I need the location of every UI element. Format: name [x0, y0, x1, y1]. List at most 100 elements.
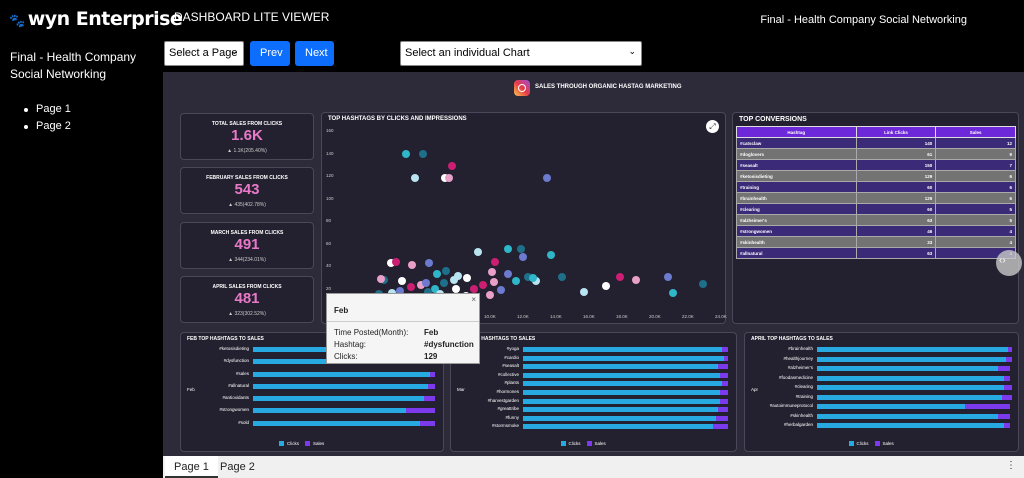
sidebar-page-1[interactable]: Page 1: [24, 101, 71, 118]
scatter-point[interactable]: [547, 251, 555, 259]
scatter-point[interactable]: [543, 174, 551, 182]
clicks-bar[interactable]: [253, 371, 430, 377]
sales-bar[interactable]: [427, 383, 436, 389]
sales-bar[interactable]: [424, 396, 436, 402]
scatter-point[interactable]: [445, 174, 453, 182]
sales-bar[interactable]: [405, 408, 436, 414]
table-row[interactable]: #training 60 6: [736, 181, 1016, 193]
scatter-point[interactable]: [479, 281, 487, 289]
sales-bar[interactable]: [1008, 347, 1012, 352]
scatter-point[interactable]: [442, 267, 450, 275]
clicks-bar[interactable]: [253, 383, 428, 389]
next-button[interactable]: Next: [295, 41, 334, 66]
clicks-bar[interactable]: [253, 396, 425, 402]
table-row[interactable]: #seasalt 150 7: [736, 159, 1016, 171]
clicks-bar[interactable]: [817, 356, 1007, 362]
expand-icon[interactable]: ⤢: [706, 120, 719, 133]
sales-bar[interactable]: [1002, 394, 1012, 400]
scatter-point[interactable]: [486, 291, 494, 299]
scatter-chart[interactable]: TOP HASHTAGS BY CLICKS AND IMPRESSIONS ⤢…: [321, 112, 727, 324]
sales-bar[interactable]: [717, 364, 728, 370]
scatter-point[interactable]: [532, 277, 540, 285]
sales-bar[interactable]: [719, 390, 728, 395]
sales-bar[interactable]: [721, 381, 728, 387]
clicks-bar[interactable]: [253, 408, 406, 414]
sales-bar[interactable]: [1004, 385, 1012, 391]
scatter-point[interactable]: [529, 274, 537, 282]
scatter-point[interactable]: [504, 245, 512, 253]
scatter-point[interactable]: [450, 276, 458, 284]
sales-bar[interactable]: [998, 366, 1011, 372]
clicks-bar[interactable]: [253, 420, 421, 426]
scatter-point[interactable]: [407, 283, 415, 291]
clicks-bar[interactable]: [523, 347, 722, 352]
column-header-hashtag[interactable]: Hashtag: [736, 126, 857, 138]
prev-button[interactable]: Prev: [250, 41, 290, 66]
clicks-bar[interactable]: [523, 381, 722, 387]
scatter-point[interactable]: [558, 273, 566, 281]
scatter-point[interactable]: [517, 245, 525, 253]
column-header-sales[interactable]: Sales: [935, 126, 1016, 138]
scatter-point[interactable]: [392, 258, 400, 266]
scatter-point[interactable]: [419, 150, 427, 158]
scatter-point[interactable]: [664, 273, 672, 281]
scatter-point[interactable]: [411, 174, 419, 182]
scatter-point[interactable]: [387, 259, 395, 267]
scatter-point[interactable]: [632, 276, 640, 284]
scatter-point[interactable]: [519, 253, 527, 261]
column-header-link-clicks[interactable]: Link Clicks: [855, 126, 937, 138]
clicks-bar[interactable]: [523, 355, 724, 361]
kpi-april-sales[interactable]: APRIL SALES FROM CLICKS 481 ▲ 323(302.52…: [180, 276, 314, 323]
table-row[interactable]: #brainhealth 129 6: [736, 192, 1016, 204]
scatter-point[interactable]: [431, 285, 439, 293]
scatter-point[interactable]: [433, 270, 441, 278]
clicks-bar[interactable]: [523, 364, 718, 370]
table-row[interactable]: #doglovers 61 9: [736, 148, 1016, 160]
april-bar-chart[interactable]: APRIL TOP HASHTAGS TO SALES Apr #brainheal…: [744, 332, 1019, 452]
clicks-bar[interactable]: [523, 415, 716, 421]
scatter-point[interactable]: [580, 288, 588, 296]
scroll-handle[interactable]: ‹›: [996, 250, 1022, 276]
clicks-bar[interactable]: [817, 413, 999, 419]
mar-bar-chart[interactable]: MAR TOP HASHTAGS TO SALES Mar #yoga #cardio…: [450, 332, 737, 452]
scatter-point[interactable]: [602, 282, 610, 290]
more-options-icon[interactable]: ⋮: [1006, 460, 1016, 471]
close-icon[interactable]: ×: [471, 295, 476, 304]
table-row[interactable]: #strongwomen 46 4: [736, 225, 1016, 237]
sales-bar[interactable]: [723, 355, 728, 361]
table-row[interactable]: #clearing 60 5: [736, 203, 1016, 215]
clicks-bar[interactable]: [523, 407, 718, 413]
scatter-point[interactable]: [402, 150, 410, 158]
clicks-bar[interactable]: [817, 366, 999, 372]
scatter-point[interactable]: [512, 277, 520, 285]
scatter-point[interactable]: [440, 279, 448, 287]
kpi-march-sales[interactable]: MARCH SALES FROM CLICKS 491 ▲ 344(234.01…: [180, 222, 314, 269]
sales-bar[interactable]: [715, 415, 728, 421]
scatter-point[interactable]: [422, 279, 430, 287]
scatter-point[interactable]: [408, 261, 416, 269]
scatter-point[interactable]: [396, 287, 404, 295]
page-select[interactable]: Select a Page ⌄: [164, 41, 244, 66]
sales-bar[interactable]: [717, 407, 728, 413]
scatter-point[interactable]: [448, 162, 456, 170]
scatter-point[interactable]: [497, 286, 505, 294]
scatter-point[interactable]: [398, 277, 406, 285]
sales-bar[interactable]: [1004, 423, 1011, 429]
table-row[interactable]: #allnatural634: [736, 247, 1016, 259]
clicks-bar[interactable]: [523, 390, 720, 395]
table-row[interactable]: #skinhealth 33 4: [736, 236, 1016, 248]
scatter-point[interactable]: [488, 268, 496, 276]
clicks-bar[interactable]: [817, 347, 1009, 352]
table-row[interactable]: #catsclaw 140 12: [736, 137, 1016, 149]
scatter-point[interactable]: [454, 272, 462, 280]
scatter-point[interactable]: [474, 248, 482, 256]
tab-page-1[interactable]: Page 1: [165, 456, 218, 478]
scatter-point[interactable]: [425, 259, 433, 267]
sales-bar[interactable]: [721, 347, 728, 352]
scatter-point[interactable]: [699, 280, 707, 288]
scatter-point[interactable]: [463, 274, 471, 282]
table-row[interactable]: #ketosisdieting 129 6: [736, 170, 1016, 182]
clicks-bar[interactable]: [523, 398, 720, 404]
sales-bar[interactable]: [965, 404, 1011, 410]
kpi-total-sales[interactable]: TOTAL SALES FROM CLICKS 1.6K ▲ 1.1K(205.…: [180, 113, 314, 160]
